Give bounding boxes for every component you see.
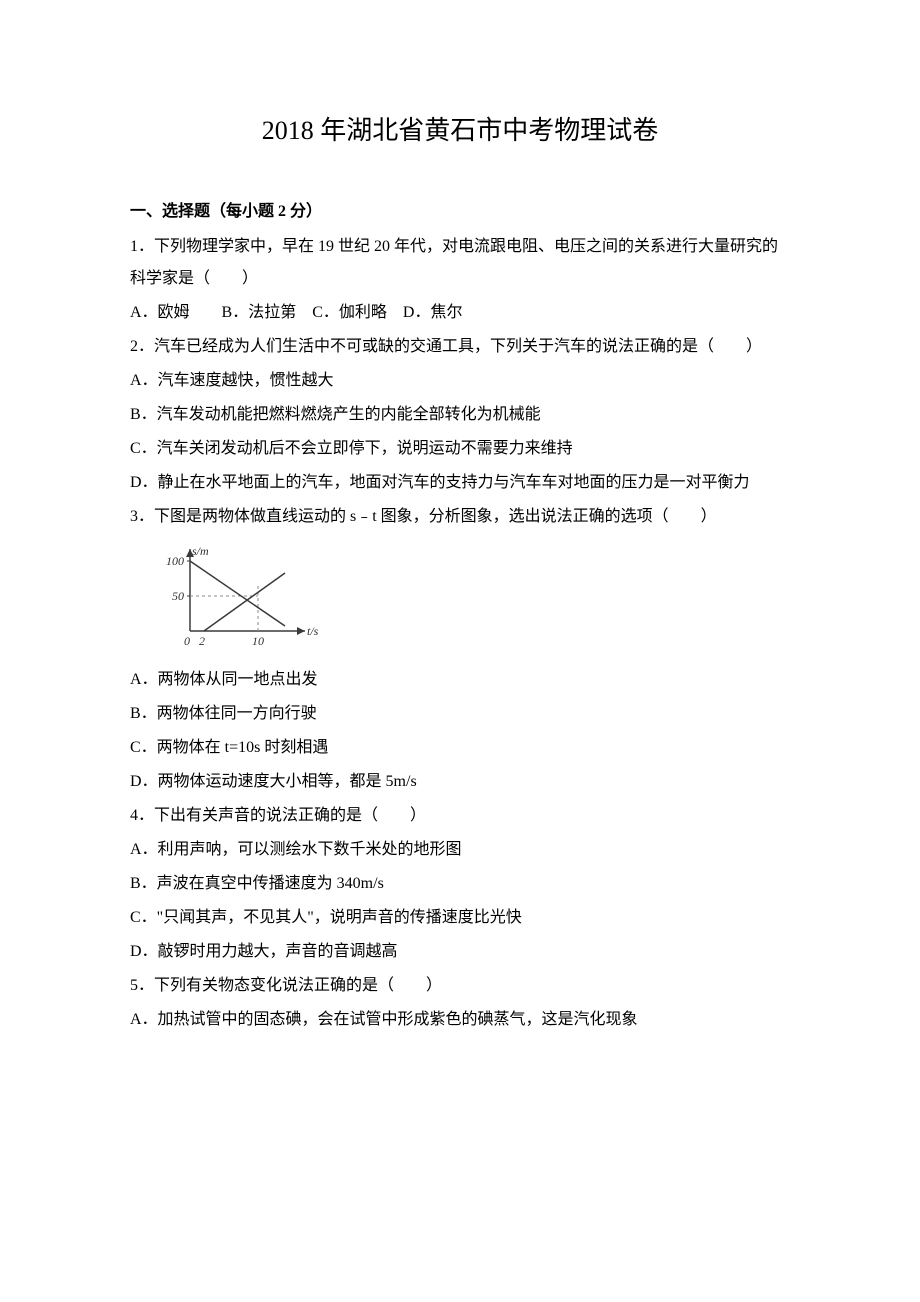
question-3-option-b: B．两物体往同一方向行驶 — [130, 698, 790, 730]
question-4-option-d: D．敲锣时用力越大，声音的音调越高 — [130, 936, 790, 968]
section-header: 一、选择题（每小题 2 分） — [130, 197, 790, 221]
question-3-option-a: A．两物体从同一地点出发 — [130, 664, 790, 696]
question-3-text: 3．下图是两物体做直线运动的 s﹣t 图象，分析图象，选出说法正确的选项（ ） — [130, 501, 790, 533]
graph-container: 50 100 02 10 s/m t/s — [150, 541, 790, 656]
question-3-option-d: D．两物体运动速度大小相等，都是 5m/s — [130, 766, 790, 798]
page-title: 2018 年湖北省黄石市中考物理试卷 — [130, 110, 790, 147]
question-1-text: 1．下列物理学家中，早在 19 世纪 20 年代，对电流跟电阻、电压之间的关系进… — [130, 231, 790, 295]
question-5-option-a: A．加热试管中的固态碘，会在试管中形成紫色的碘蒸气，这是汽化现象 — [130, 1004, 790, 1036]
svg-text:2: 2 — [199, 634, 205, 648]
question-2-option-b: B．汽车发动机能把燃料燃烧产生的内能全部转化为机械能 — [130, 399, 790, 431]
question-2-text: 2．汽车已经成为人们生活中不可或缺的交通工具，下列关于汽车的说法正确的是（ ） — [130, 331, 790, 363]
svg-text:10: 10 — [252, 634, 264, 648]
svg-text:0: 0 — [184, 634, 190, 648]
question-4-option-a: A．利用声呐，可以测绘水下数千米处的地形图 — [130, 834, 790, 866]
question-5-text: 5．下列有关物态变化说法正确的是（ ） — [130, 970, 790, 1002]
question-2-option-c: C．汽车关闭发动机后不会立即停下，说明运动不需要力来维持 — [130, 433, 790, 465]
question-4-option-c: C．"只闻其声，不见其人"，说明声音的传播速度比光快 — [130, 902, 790, 934]
question-4-text: 4．下出有关声音的说法正确的是（ ） — [130, 800, 790, 832]
question-1-options: A．欧姆 B．法拉第 C．伽利略 D．焦尔 — [130, 297, 790, 329]
question-2-option-d: D．静止在水平地面上的汽车，地面对汽车的支持力与汽车车对地面的压力是一对平衡力 — [130, 467, 790, 499]
svg-text:t/s: t/s — [307, 624, 319, 638]
st-graph: 50 100 02 10 s/m t/s — [150, 541, 320, 656]
svg-text:100: 100 — [166, 554, 184, 568]
question-2-option-a: A．汽车速度越快，惯性越大 — [130, 365, 790, 397]
question-3-option-c: C．两物体在 t=10s 时刻相遇 — [130, 732, 790, 764]
svg-text:s/m: s/m — [192, 544, 209, 558]
question-4-option-b: B．声波在真空中传播速度为 340m/s — [130, 868, 790, 900]
svg-text:50: 50 — [172, 589, 184, 603]
